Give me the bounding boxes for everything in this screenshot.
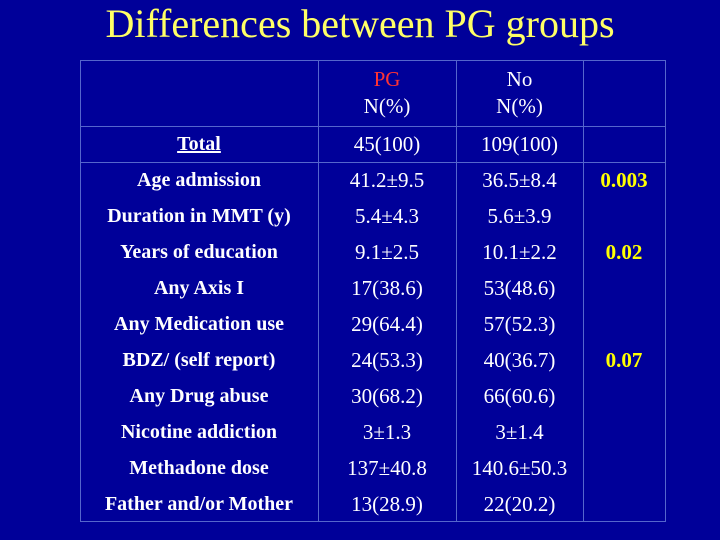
p-value-age: 0.003 bbox=[600, 168, 648, 192]
row-label-any-axis-i: Any Axis I bbox=[153, 277, 245, 299]
column-divider-no bbox=[583, 60, 584, 522]
table-border-right bbox=[665, 60, 666, 522]
no-value-age-admission: 36.5±8.4 bbox=[482, 168, 557, 192]
pg-value-years-education: 9.1±2.5 bbox=[354, 240, 420, 264]
no-value-bdz: 40(36.7) bbox=[483, 348, 556, 372]
table-border-left bbox=[80, 60, 81, 522]
no-value-nicotine-addiction: 3±1.4 bbox=[495, 420, 544, 444]
no-value-years-education: 10.1±2.2 bbox=[482, 240, 557, 264]
pg-value-nicotine-addiction: 3±1.3 bbox=[362, 420, 412, 444]
no-value-total: 109(100) bbox=[481, 132, 558, 156]
comparison-table: PG N(%) No N(%) Total 45(100) 109(100) A… bbox=[80, 60, 666, 522]
slide-title: Differences between PG groups bbox=[105, 1, 615, 46]
pg-value-age-admission: 41.2±9.5 bbox=[349, 168, 425, 192]
table-border-bottom bbox=[80, 521, 666, 522]
column-divider-pg bbox=[456, 60, 457, 522]
pg-unit-header: N(%) bbox=[363, 94, 411, 118]
no-value-any-medication-use: 57(52.3) bbox=[483, 312, 556, 336]
total-row-divider bbox=[80, 162, 666, 163]
no-value-any-axis-i: 53(48.6) bbox=[483, 276, 556, 300]
no-value-father-mother: 22(20.2) bbox=[483, 492, 556, 516]
no-header: No bbox=[506, 67, 533, 91]
pg-value-father-mother: 13(28.9) bbox=[351, 492, 423, 516]
row-label-any-medication-use: Any Medication use bbox=[114, 313, 284, 335]
pg-value-methadone-dose: 137±40.8 bbox=[347, 456, 427, 480]
column-divider-label bbox=[318, 60, 319, 522]
row-label-duration-mmt: Duration in MMT (y) bbox=[107, 205, 291, 227]
row-label-any-drug-abuse: Any Drug abuse bbox=[129, 385, 269, 407]
pg-value-any-drug-abuse: 30(68.2) bbox=[351, 384, 423, 408]
no-unit-header: N(%) bbox=[496, 94, 543, 118]
pg-value-any-medication-use: 29(64.4) bbox=[351, 312, 423, 336]
pg-value-bdz: 24(53.3) bbox=[351, 348, 423, 372]
header-divider bbox=[80, 126, 666, 127]
pg-value-any-axis-i: 17(38.6) bbox=[351, 276, 423, 300]
row-label-total: Total bbox=[177, 133, 221, 155]
pg-value-total: 45(100) bbox=[353, 132, 421, 156]
p-value-bdz: 0.07 bbox=[605, 348, 643, 372]
row-label-years-education: Years of education bbox=[120, 241, 278, 263]
no-value-methadone-dose: 140.6±50.3 bbox=[471, 456, 568, 480]
no-value-any-drug-abuse: 66(60.6) bbox=[483, 384, 556, 408]
row-label-bdz: BDZ/ (self report) bbox=[122, 349, 276, 371]
pg-header: PG bbox=[373, 67, 401, 91]
no-value-duration-mmt: 5.6±3.9 bbox=[487, 204, 552, 228]
pg-value-duration-mmt: 5.4±4.3 bbox=[354, 204, 420, 228]
row-label-nicotine-addiction: Nicotine addiction bbox=[120, 421, 278, 443]
row-label-methadone-dose: Methadone dose bbox=[129, 457, 269, 479]
row-label-age-admission: Age admission bbox=[137, 169, 261, 191]
p-value-education: 0.02 bbox=[605, 240, 643, 264]
row-label-father-mother: Father and/or Mother bbox=[104, 493, 294, 515]
table-border-top bbox=[80, 60, 666, 61]
